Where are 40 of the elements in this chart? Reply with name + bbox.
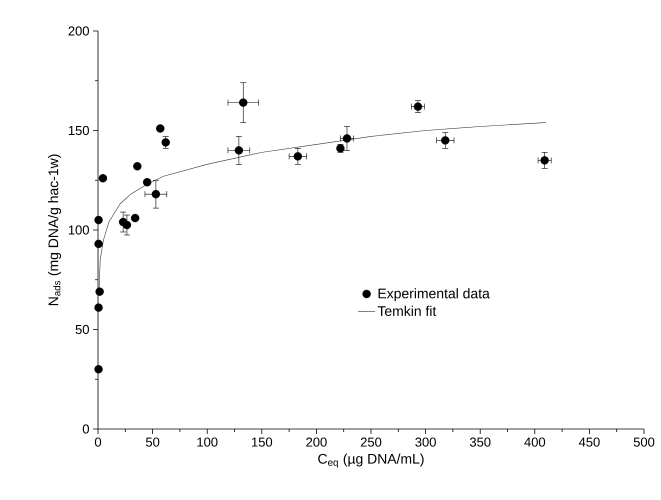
- point: [94, 303, 103, 312]
- point: [239, 98, 248, 107]
- point: [142, 178, 152, 186]
- point: [414, 102, 422, 111]
- point: [294, 152, 302, 161]
- point: [342, 134, 352, 143]
- point: [234, 146, 244, 155]
- y-tick-label: 200: [68, 26, 89, 36]
- point: [441, 136, 450, 145]
- point: [540, 156, 549, 165]
- point: [162, 138, 170, 147]
- x-tick-label: 450: [578, 438, 600, 447]
- y-axis-title: N$_{ads}$ (mg DNA/g hac-1w): [48, 154, 62, 306]
- y-tick-label: 0: [82, 424, 89, 434]
- point: [94, 216, 103, 224]
- x-tick-label: 0: [94, 438, 102, 447]
- point: [94, 240, 103, 248]
- x-tick-label: 50: [146, 438, 160, 447]
- x-tick-label: 200: [306, 438, 327, 447]
- point: [95, 287, 104, 296]
- legend-label: Experimental data: [378, 288, 490, 302]
- x-tick-label: 400: [524, 438, 546, 447]
- x-tick-label: 250: [360, 438, 382, 447]
- x-axis-title: C$_{eq}$ (µg DNA/mL): [318, 454, 424, 468]
- point: [156, 124, 164, 133]
- point: [130, 214, 140, 222]
- legend-label: Temkin fit: [378, 306, 436, 316]
- y-tick-label: 50: [76, 324, 89, 334]
- x-tick-label: 300: [415, 438, 436, 447]
- point: [122, 220, 132, 230]
- y-tick-label: 100: [68, 225, 89, 235]
- x-tick-label: 150: [252, 438, 272, 447]
- point: [133, 162, 142, 171]
- y-tick-label: 150: [68, 126, 89, 136]
- x-tick-label: 500: [634, 438, 654, 447]
- point: [152, 190, 160, 198]
- x-tick-label: 100: [197, 438, 218, 447]
- point: [94, 365, 103, 374]
- point: [98, 174, 108, 182]
- x-tick-label: 350: [470, 438, 491, 447]
